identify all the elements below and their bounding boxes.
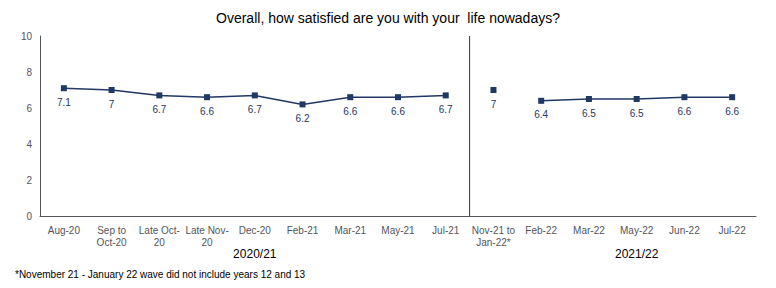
svg-text:Jul-21: Jul-21 [432, 225, 460, 236]
svg-text:20: 20 [202, 237, 214, 248]
svg-text:10: 10 [21, 31, 33, 42]
svg-text:7.1: 7.1 [57, 97, 71, 108]
svg-text:May-22: May-22 [620, 225, 654, 236]
svg-text:6.6: 6.6 [343, 106, 357, 117]
svg-text:May-21: May-21 [381, 225, 415, 236]
svg-text:7: 7 [491, 99, 497, 110]
svg-text:Jul-22: Jul-22 [719, 225, 747, 236]
svg-text:6.7: 6.7 [439, 104, 453, 115]
svg-text:Feb-21: Feb-21 [287, 225, 319, 236]
svg-text:6.6: 6.6 [677, 106, 691, 117]
svg-text:6.5: 6.5 [630, 108, 644, 119]
svg-text:Aug-20: Aug-20 [48, 225, 81, 236]
svg-text:6.4: 6.4 [534, 109, 548, 120]
svg-text:Dec-20: Dec-20 [239, 225, 272, 236]
svg-text:Mar-22: Mar-22 [573, 225, 605, 236]
svg-text:6.5: 6.5 [582, 108, 596, 119]
svg-text:Jun-22: Jun-22 [669, 225, 700, 236]
svg-text:6.2: 6.2 [296, 113, 310, 124]
svg-text:2: 2 [26, 175, 32, 186]
svg-text:6.6: 6.6 [725, 106, 739, 117]
svg-text:6.7: 6.7 [248, 104, 262, 115]
svg-text:Late Nov-: Late Nov- [185, 225, 228, 236]
svg-text:Nov-21 to: Nov-21 to [472, 225, 516, 236]
svg-text:Jan-22*: Jan-22* [476, 237, 511, 248]
svg-text:6.7: 6.7 [152, 104, 166, 115]
svg-text:Sep to: Sep to [97, 225, 126, 236]
svg-text:6.6: 6.6 [200, 106, 214, 117]
svg-text:Mar-21: Mar-21 [334, 225, 366, 236]
svg-text:2020/21: 2020/21 [233, 247, 277, 261]
svg-text:20: 20 [154, 237, 166, 248]
svg-text:Overall, how satisfied are you: Overall, how satisfied are you with your… [216, 10, 560, 26]
svg-text:*November 21 - January 22 wave: *November 21 - January 22 wave did not i… [15, 269, 306, 280]
svg-text:Feb-22: Feb-22 [525, 225, 557, 236]
svg-text:6: 6 [26, 103, 32, 114]
svg-text:4: 4 [26, 139, 32, 150]
svg-text:Late Oct-: Late Oct- [139, 225, 180, 236]
svg-text:8: 8 [26, 67, 32, 78]
svg-text:6.6: 6.6 [391, 106, 405, 117]
svg-text:Oct-20: Oct-20 [97, 237, 127, 248]
svg-text:2021/22: 2021/22 [615, 247, 659, 261]
svg-text:0: 0 [26, 211, 32, 222]
svg-text:7: 7 [109, 99, 115, 110]
